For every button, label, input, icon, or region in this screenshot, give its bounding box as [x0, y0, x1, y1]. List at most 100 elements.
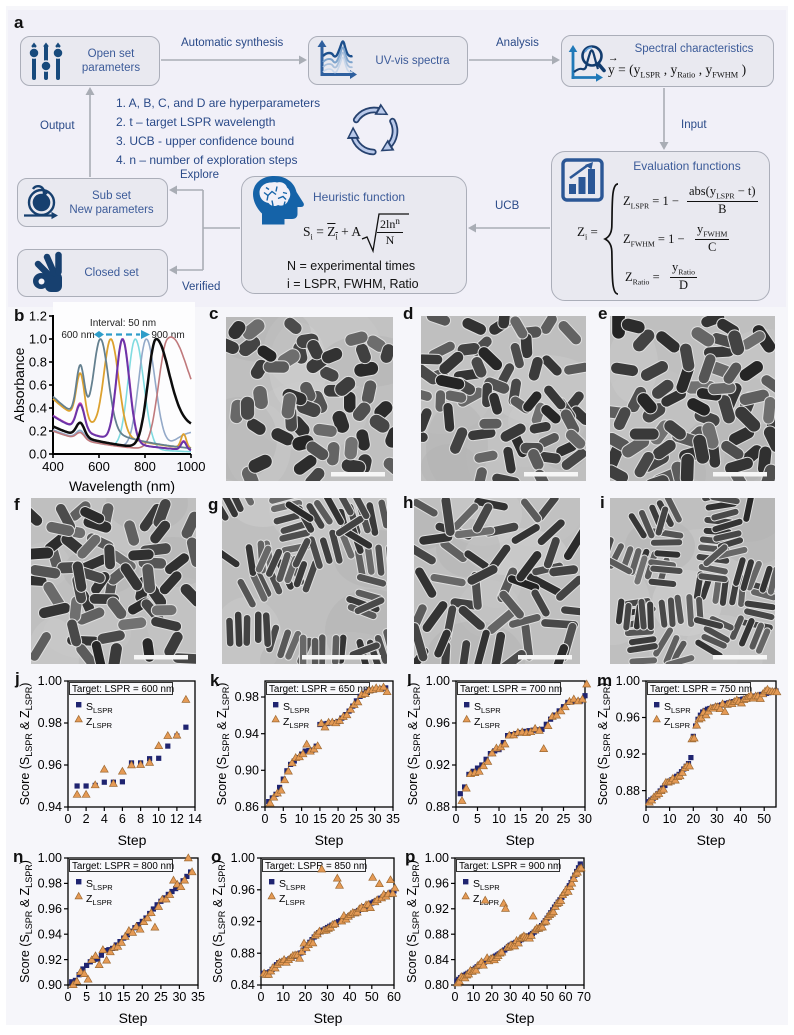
svg-text:10: 10	[492, 812, 506, 826]
svg-text:0.88: 0.88	[425, 927, 449, 941]
svg-text:0.0: 0.0	[29, 447, 47, 462]
svg-text:1.00: 1.00	[38, 674, 62, 688]
svg-text:30: 30	[172, 990, 186, 1004]
svg-text:600 nm: 600 nm	[61, 330, 94, 341]
svg-text:20: 20	[686, 812, 700, 826]
svg-text:0.96: 0.96	[38, 758, 62, 772]
svg-text:Target: LSPR = 750 nm: Target: LSPR = 750 nm	[650, 684, 752, 695]
svg-text:15: 15	[117, 990, 131, 1004]
svg-text:0.80: 0.80	[425, 978, 449, 992]
svg-text:40: 40	[343, 990, 357, 1004]
svg-text:1.2: 1.2	[29, 309, 47, 324]
svg-text:0.86: 0.86	[235, 800, 259, 814]
svg-text:0.94: 0.94	[38, 927, 62, 941]
svg-text:0.88: 0.88	[616, 784, 640, 798]
svg-text:50: 50	[757, 812, 771, 826]
svg-text:20: 20	[331, 812, 345, 826]
svg-text:15: 15	[514, 812, 528, 826]
svg-text:Score (SLSPR & ZLSPR): Score (SLSPR & ZLSPR)	[215, 683, 231, 806]
svg-text:0.96: 0.96	[425, 877, 449, 891]
svg-text:30: 30	[710, 812, 724, 826]
svg-text:0.96: 0.96	[426, 716, 450, 730]
svg-text:0.92: 0.92	[425, 902, 449, 916]
svg-text:35: 35	[386, 812, 400, 826]
svg-text:0.90: 0.90	[235, 764, 259, 778]
svg-text:5: 5	[474, 812, 481, 826]
svg-text:Step: Step	[506, 1010, 535, 1026]
svg-text:0.90: 0.90	[38, 978, 62, 992]
svg-text:0.84: 0.84	[425, 953, 449, 967]
svg-text:0.92: 0.92	[616, 747, 640, 761]
svg-text:0: 0	[65, 812, 72, 826]
svg-text:12: 12	[170, 812, 184, 826]
svg-text:1.00: 1.00	[425, 851, 449, 865]
svg-text:Step: Step	[119, 1010, 148, 1026]
svg-text:0.96: 0.96	[231, 883, 255, 897]
svg-text:0.4: 0.4	[29, 401, 47, 416]
svg-text:0: 0	[452, 990, 459, 1004]
svg-text:10: 10	[152, 812, 166, 826]
svg-text:30: 30	[368, 812, 382, 826]
svg-text:30: 30	[578, 812, 592, 826]
svg-text:Score (SLSPR & ZLSPR): Score (SLSPR & ZLSPR)	[406, 683, 422, 806]
svg-text:0.6: 0.6	[29, 378, 47, 393]
svg-text:400: 400	[42, 459, 64, 474]
svg-text:0.96: 0.96	[38, 902, 62, 916]
svg-text:0.8: 0.8	[29, 355, 47, 370]
svg-text:Score (SLSPR & ZLSPR): Score (SLSPR & ZLSPR)	[405, 860, 421, 983]
svg-text:20: 20	[535, 812, 549, 826]
svg-text:2: 2	[83, 812, 90, 826]
svg-text:35: 35	[191, 990, 205, 1004]
svg-text:10: 10	[276, 990, 290, 1004]
svg-text:60: 60	[559, 990, 573, 1004]
svg-text:4: 4	[101, 812, 108, 826]
svg-text:0.94: 0.94	[235, 727, 259, 741]
svg-text:Score (SLSPR & ZLSPR): Score (SLSPR & ZLSPR)	[596, 683, 612, 806]
svg-text:14: 14	[188, 812, 202, 826]
svg-text:20: 20	[135, 990, 149, 1004]
svg-text:8: 8	[137, 812, 144, 826]
svg-text:0.94: 0.94	[38, 800, 62, 814]
svg-text:10: 10	[98, 990, 112, 1004]
svg-text:10: 10	[466, 990, 480, 1004]
svg-text:70: 70	[577, 990, 591, 1004]
svg-text:0.98: 0.98	[235, 690, 259, 704]
svg-text:Interval: 50 nm: Interval: 50 nm	[90, 318, 156, 329]
svg-text:1000: 1000	[177, 459, 206, 474]
svg-text:1.00: 1.00	[616, 674, 640, 688]
svg-text:50: 50	[540, 990, 554, 1004]
svg-text:0.98: 0.98	[38, 716, 62, 730]
svg-text:0: 0	[65, 990, 72, 1004]
svg-text:15: 15	[313, 812, 327, 826]
svg-text:0.92: 0.92	[426, 758, 450, 772]
svg-text:0.92: 0.92	[38, 953, 62, 967]
svg-text:30: 30	[321, 990, 335, 1004]
svg-text:25: 25	[557, 812, 571, 826]
svg-text:900 nm: 900 nm	[151, 330, 184, 341]
svg-text:Step: Step	[314, 1010, 343, 1026]
svg-text:6: 6	[119, 812, 126, 826]
svg-text:Step: Step	[315, 832, 344, 848]
svg-text:1.00: 1.00	[38, 851, 62, 865]
svg-text:10: 10	[663, 812, 677, 826]
svg-text:Target: LSPR = 900 nm: Target: LSPR = 900 nm	[459, 861, 561, 872]
svg-text:50: 50	[365, 990, 379, 1004]
svg-text:Score (SLSPR & ZLSPR): Score (SLSPR & ZLSPR)	[18, 860, 34, 983]
svg-text:10: 10	[295, 812, 309, 826]
svg-text:600: 600	[88, 459, 110, 474]
svg-text:800: 800	[134, 459, 156, 474]
svg-text:25: 25	[154, 990, 168, 1004]
svg-text:0.92: 0.92	[231, 915, 255, 929]
svg-text:1.00: 1.00	[426, 674, 450, 688]
svg-text:5: 5	[83, 990, 90, 1004]
svg-text:Target: LSPR = 700 nm: Target: LSPR = 700 nm	[460, 684, 562, 695]
svg-text:1.00: 1.00	[231, 851, 255, 865]
svg-text:0.2: 0.2	[29, 424, 47, 439]
svg-text:0: 0	[258, 990, 265, 1004]
svg-text:40: 40	[522, 990, 536, 1004]
svg-text:0.96: 0.96	[616, 711, 640, 725]
svg-text:Target: LSPR = 600 nm: Target: LSPR = 600 nm	[72, 684, 174, 695]
svg-text:0.88: 0.88	[426, 800, 450, 814]
svg-text:Absorbance: Absorbance	[11, 347, 27, 422]
svg-text:0.98: 0.98	[38, 877, 62, 891]
